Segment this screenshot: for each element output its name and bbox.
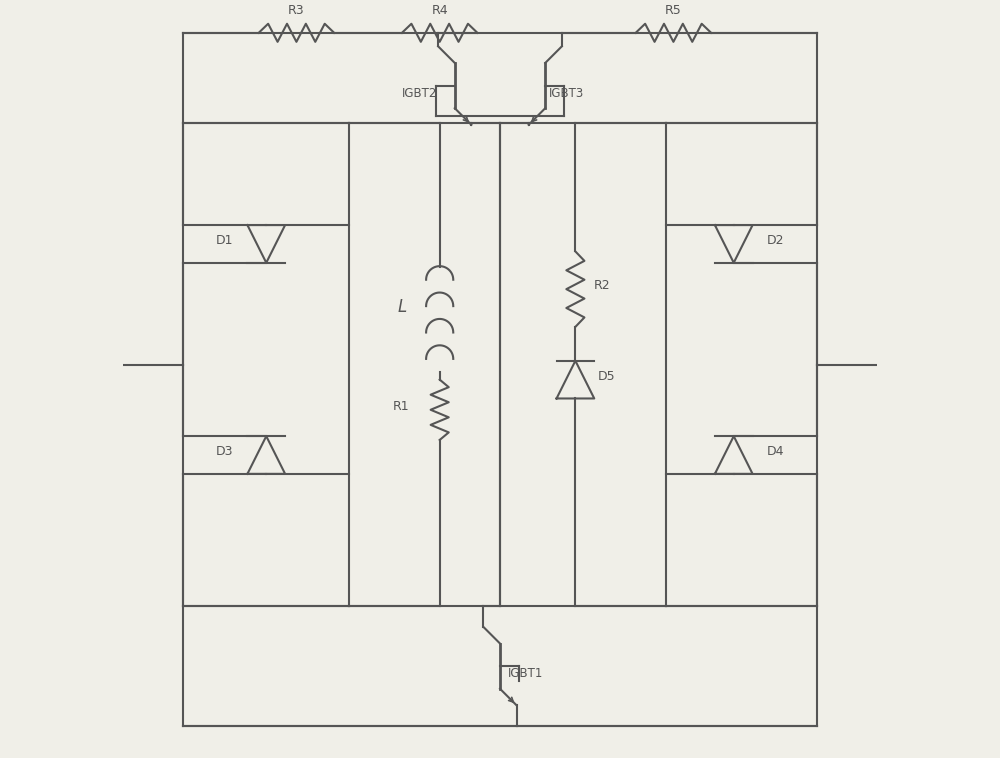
Text: L: L xyxy=(397,298,407,316)
Text: R5: R5 xyxy=(665,4,682,17)
Text: D4: D4 xyxy=(766,445,784,458)
Text: IGBT1: IGBT1 xyxy=(508,668,543,681)
Text: IGBT2: IGBT2 xyxy=(402,87,437,100)
Text: R1: R1 xyxy=(393,399,410,413)
Text: R2: R2 xyxy=(594,279,611,292)
Text: D2: D2 xyxy=(766,234,784,247)
Text: D5: D5 xyxy=(598,370,616,383)
Text: D1: D1 xyxy=(216,234,234,247)
Text: R4: R4 xyxy=(431,4,448,17)
Text: R3: R3 xyxy=(288,4,305,17)
Text: IGBT3: IGBT3 xyxy=(549,87,584,100)
Text: D3: D3 xyxy=(216,445,234,458)
